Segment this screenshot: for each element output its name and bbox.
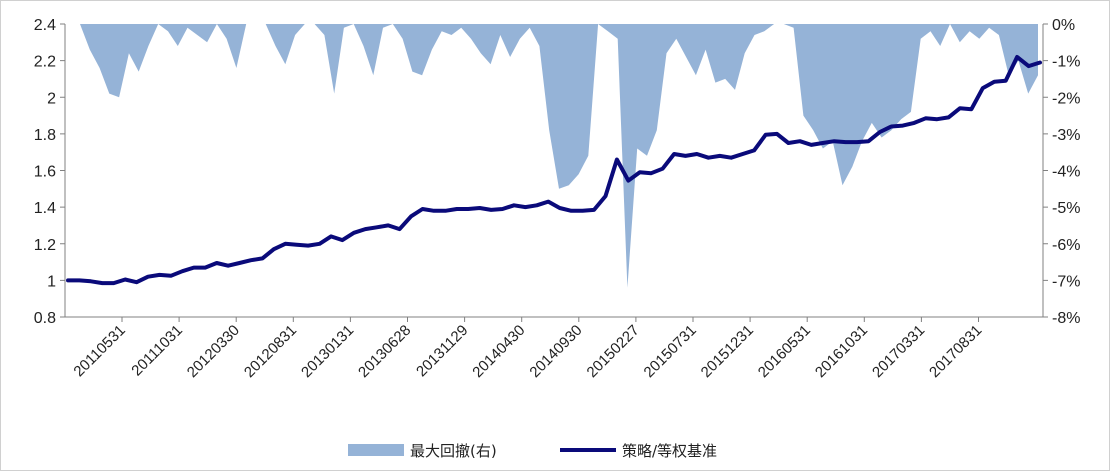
left-tick-label: 2.2 [34,54,56,71]
legend-label-strategy: 策略/等权基准 [622,442,717,460]
drawdown-area-layer [80,24,1038,288]
left-tick-label: 2.4 [34,17,56,34]
right-tick-label: -8% [1052,310,1080,327]
left-tick-label: 1.6 [34,164,56,181]
right-tick-label: -1% [1052,54,1080,71]
right-tick-label: -4% [1052,164,1080,181]
right-tick-label: 0% [1052,17,1075,34]
left-tick-label: 1.4 [34,200,56,217]
left-tick-label: 2 [47,90,56,107]
right-tick-label: -7% [1052,273,1080,290]
strategy-line-layer [66,55,1042,286]
legend-swatch-drawdown [348,444,404,456]
drawdown-area [80,24,1038,288]
strategy-line [66,55,1042,286]
left-tick-label: 1.8 [34,127,56,144]
right-tick-label: -6% [1052,237,1080,254]
right-tick-label: -5% [1052,200,1080,217]
left-tick-label: 1.2 [34,237,56,254]
left-tick-label: 1 [47,273,56,290]
legend: 最大回撤(右) 策略/等权基准 [348,442,717,460]
axes [60,23,1048,322]
left-tick-label: 0.8 [34,310,56,327]
right-tick-label: -3% [1052,127,1080,144]
legend-label-drawdown: 最大回撤(右) [410,442,497,460]
right-tick-label: -2% [1052,90,1080,107]
